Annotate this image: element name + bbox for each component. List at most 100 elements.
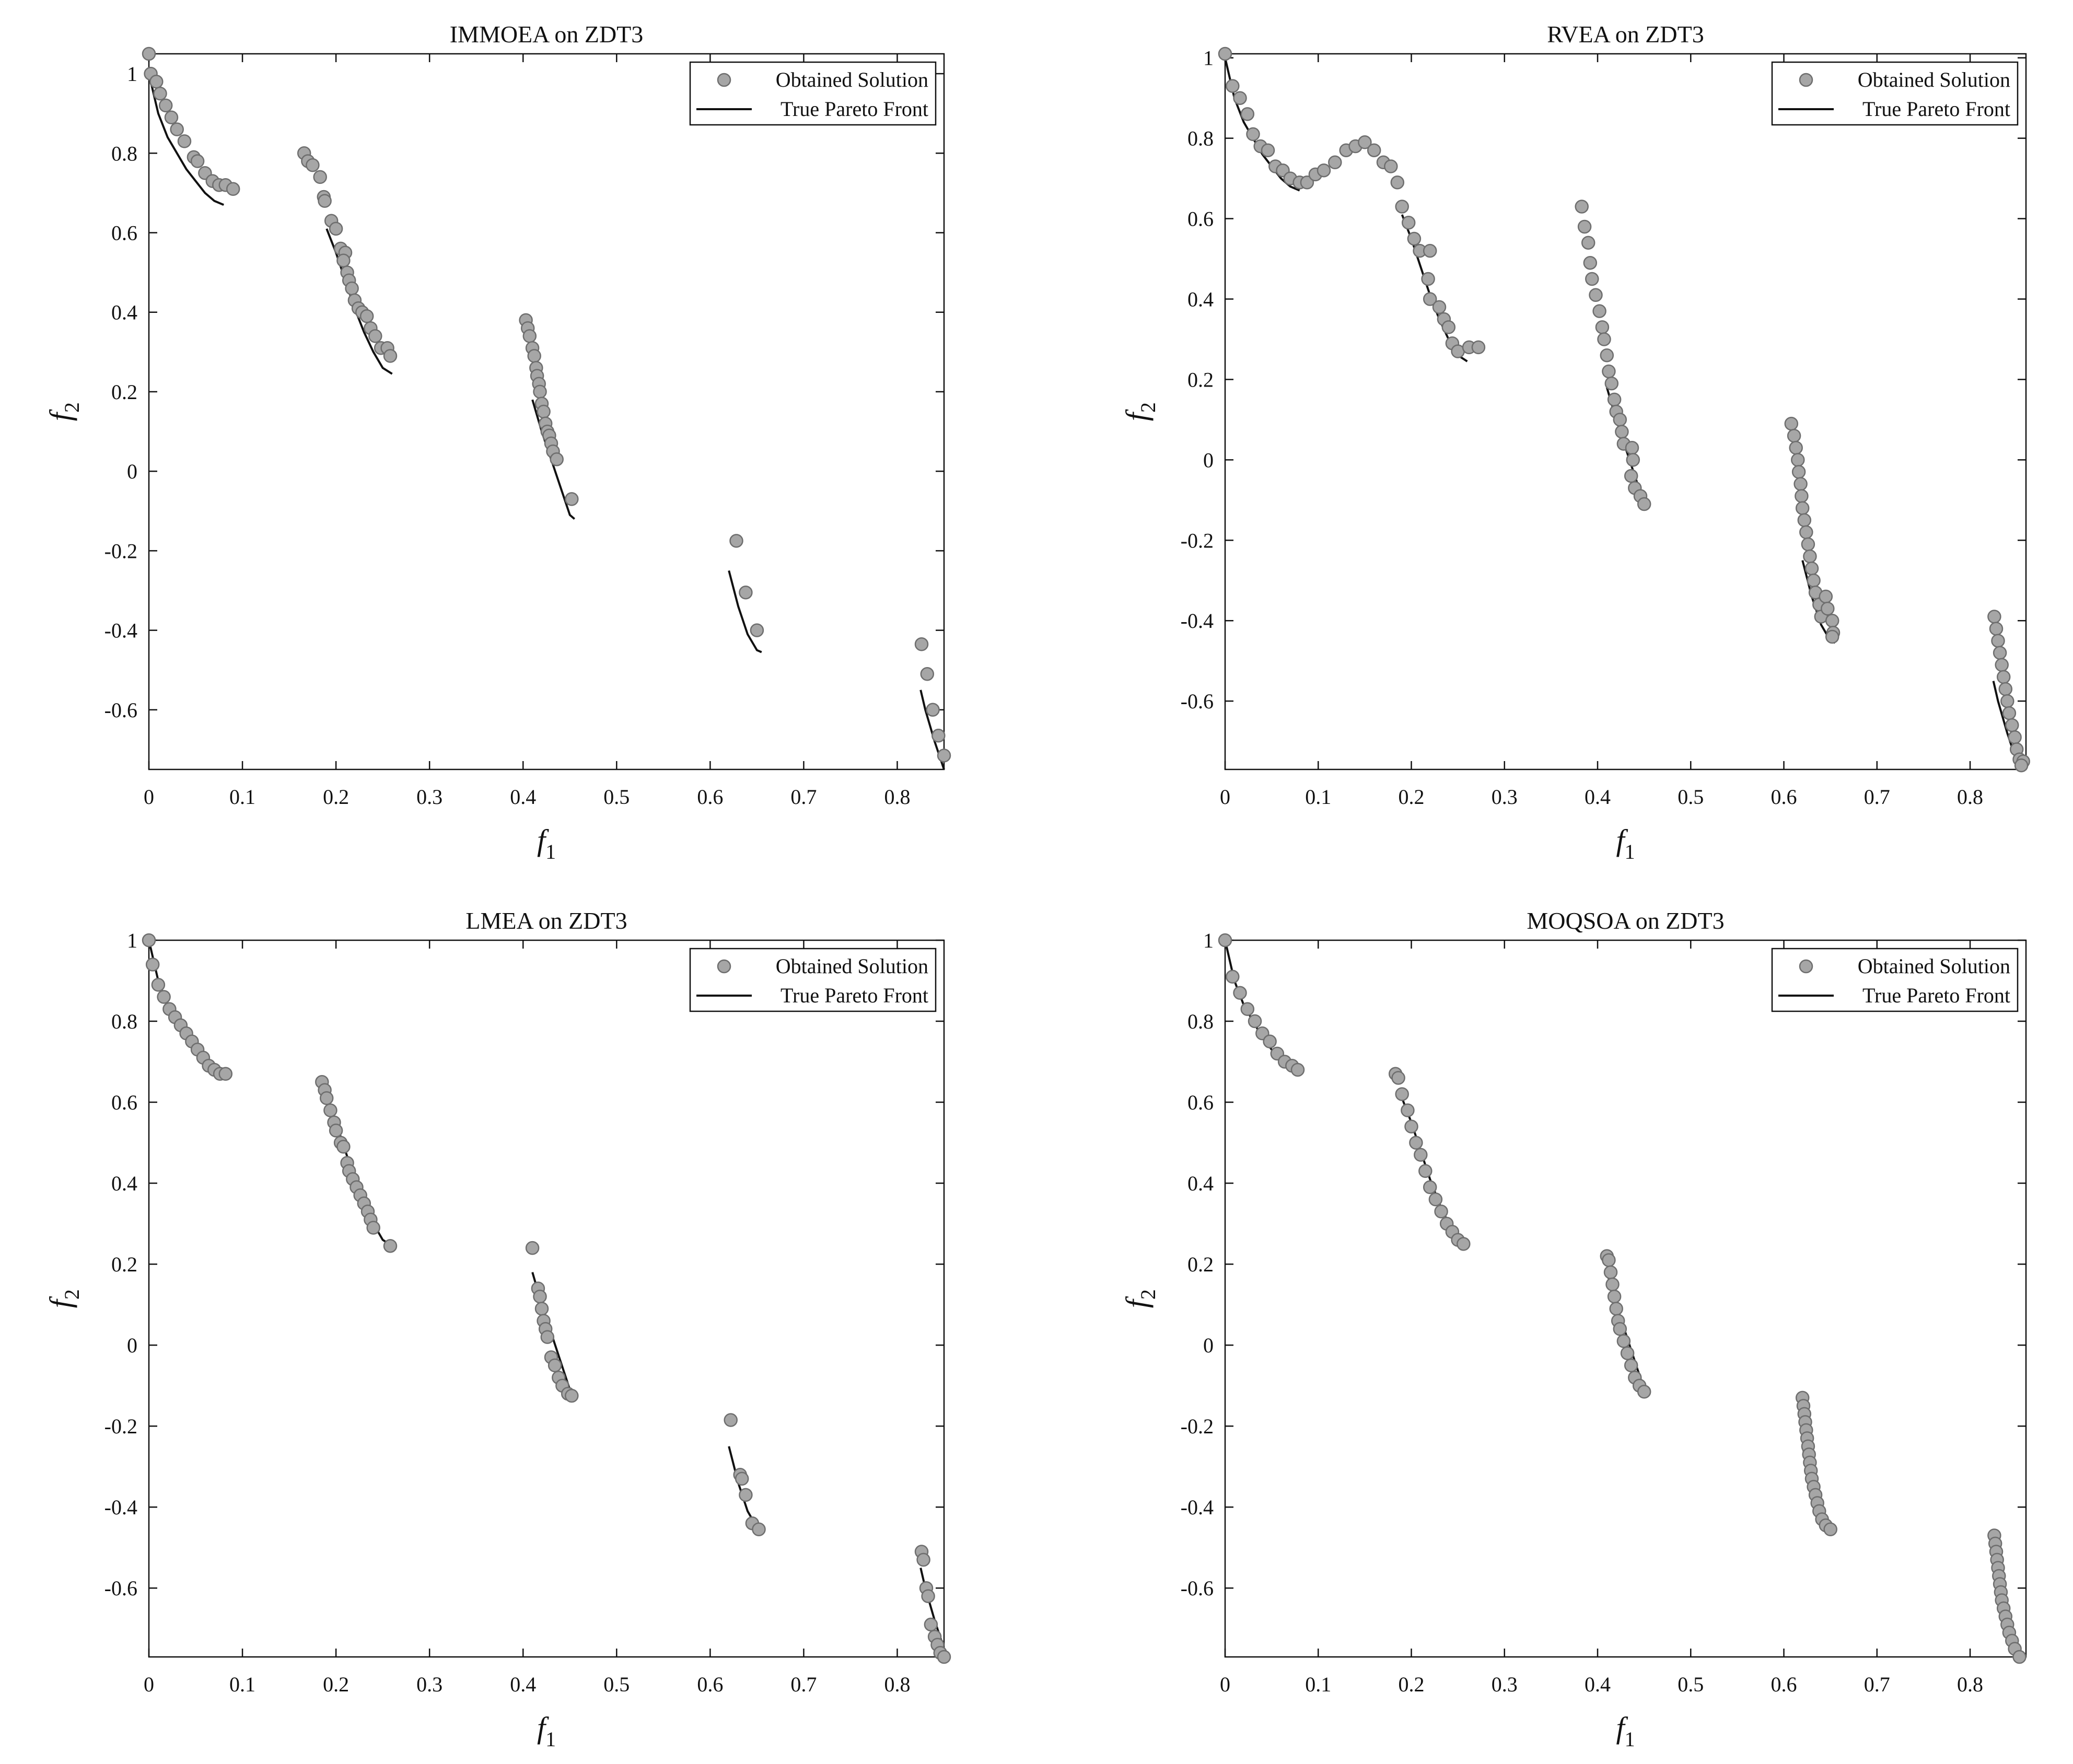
y-tick-label: 0.6 [111,221,137,245]
data-point [1441,320,1456,334]
x-tick-label: 0.3 [416,785,442,809]
data-point [1226,79,1240,93]
y-tick-label: -0.6 [104,1576,137,1600]
data-point [164,110,179,125]
data-point [1795,501,1810,515]
y-tick-label: 0.2 [111,380,137,404]
data-point [1395,200,1409,214]
x-axis-label: f1 [537,823,556,863]
data-point [1804,561,1819,576]
data-point [550,452,564,466]
x-tick-label: 0.8 [1957,1673,1983,1696]
x-tick-label: 0.8 [1957,785,1983,809]
y-tick-label: -0.2 [1181,1415,1214,1438]
data-point [190,154,205,168]
data-point [1290,1062,1305,1077]
legend-label-obtained: Obtained Solution [1858,954,2010,978]
legend-label-obtained: Obtained Solution [1858,68,2010,91]
data-point [1825,613,1839,628]
x-tick-label: 0.7 [1864,785,1890,809]
data-point [1605,1277,1620,1292]
data-point [313,170,327,184]
y-tick-label: 0.6 [111,1091,137,1114]
x-axis-label-subscript: 1 [545,1727,556,1751]
y-tick-label: -0.6 [104,698,137,722]
data-point [1384,159,1398,173]
data-point [1613,413,1627,427]
data-point [1358,135,1372,149]
data-point [1328,155,1342,170]
y-tick-label: 0.4 [111,1172,137,1195]
y-tick-label: 0 [1203,1334,1214,1357]
data-point [1821,601,1835,616]
data-point [1794,477,1808,491]
data-point [1825,629,1839,644]
data-point [383,1239,398,1253]
data-point [1600,348,1614,363]
data-point [1390,176,1405,190]
data-point [752,1522,766,1537]
data-point [177,134,192,148]
data-point [1409,1136,1423,1150]
data-point [1799,525,1813,540]
y-tick-label: -0.4 [1181,609,1214,633]
data-point [724,1413,738,1427]
y-tick-label: -0.4 [104,1496,137,1519]
data-point [1795,489,1809,503]
data-point [1240,107,1255,121]
data-point [329,221,343,236]
y-tick-label: 0 [1203,448,1214,472]
x-tick-label: 0.6 [697,785,723,809]
data-point [318,194,332,208]
data-point [1602,364,1616,379]
data-point [1423,292,1437,306]
x-tick-label: 0.4 [510,785,536,809]
data-point [1583,255,1598,270]
data-point [1604,376,1619,391]
y-tick-label: 0.2 [1187,368,1214,391]
y-tick-label: 0.4 [1187,1172,1214,1195]
y-tick-label: 0.2 [111,1253,137,1276]
data-point [1434,1205,1448,1219]
data-point [1801,537,1815,552]
data-point [1233,986,1247,1000]
data-point [1401,216,1416,230]
y-tick-label: 0.8 [1187,1010,1214,1033]
y-axis-label: f2 [1120,1289,1160,1308]
y-tick-label: 0.6 [1187,1091,1214,1114]
x-tick-label: 0.4 [510,1673,536,1696]
y-tick-label: 0.8 [111,1010,137,1033]
data-point [1613,1322,1627,1336]
data-point [1791,453,1805,467]
data-point [1991,634,2005,648]
data-point [1989,622,2004,636]
x-tick-label: 0.8 [884,785,910,809]
data-point [158,98,173,113]
data-point [1797,513,1812,528]
chart-panel-1: IMMOEA on ZDT3 0 0.1 0.2 0.3 0.4 0.5 0.6 0.7 0.8 -… [43,21,951,863]
data-point [1789,441,1803,455]
y-tick-label: 0.8 [1187,127,1214,150]
data-point [1471,340,1486,355]
data-point [914,637,929,651]
plot-area-frame [148,53,945,770]
data-point [1423,243,1437,258]
data-point [345,281,359,296]
data-point [1428,1192,1443,1207]
x-axis-label-subscript: 1 [545,840,556,863]
x-tick-label: 0.6 [1771,1673,1797,1696]
x-tick-label: 0.6 [697,1673,723,1696]
data-point [1248,1014,1262,1029]
data-point [226,182,240,196]
legend-marker-obtained [717,73,731,87]
data-point [336,1140,351,1154]
data-point [1597,332,1611,346]
pareto-front-segment [1224,940,1300,1075]
data-point [170,122,184,136]
chart-title: RVEA on ZDT3 [1547,21,1704,48]
data-point [1577,219,1592,234]
x-tick-label: 0.2 [1399,785,1425,809]
data-point [1404,1119,1418,1134]
data-point [142,933,156,948]
data-point [1240,1002,1255,1017]
